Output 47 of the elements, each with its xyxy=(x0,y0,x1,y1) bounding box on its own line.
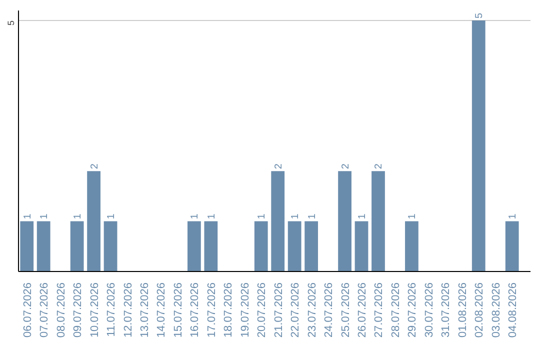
x-tick-label: 17.07.2026 xyxy=(206,282,218,338)
data-label: 2 xyxy=(340,163,352,170)
data-label: 1 xyxy=(106,213,118,220)
x-tick-label: 28.07.2026 xyxy=(390,282,402,338)
x-tick-label: 01.08.2026 xyxy=(456,282,469,338)
data-label: 2 xyxy=(89,163,100,170)
x-tick-label: 08.07.2026 xyxy=(55,282,68,338)
x-tick-label: 26.07.2026 xyxy=(356,282,369,338)
data-label: 1 xyxy=(407,213,418,220)
data-label: 1 xyxy=(256,213,268,220)
x-tick-label: 07.07.2026 xyxy=(38,282,51,338)
x-tick-label: 03.08.2026 xyxy=(490,282,502,338)
data-label: 1 xyxy=(508,213,519,220)
data-label: 1 xyxy=(357,213,368,220)
data-label: 2 xyxy=(374,163,385,170)
data-label: 1 xyxy=(306,213,318,220)
x-tick-label: 24.07.2026 xyxy=(323,282,336,338)
x-tick-label: 10.07.2026 xyxy=(88,282,101,338)
data-label: 5 xyxy=(474,12,486,19)
x-tick-label: 29.07.2026 xyxy=(406,282,419,338)
x-tick-label: 22.07.2026 xyxy=(290,282,302,338)
data-label: 1 xyxy=(22,213,34,220)
x-tick-label: 04.08.2026 xyxy=(507,282,520,338)
data-label: 1 xyxy=(190,213,201,220)
x-tick-label: 19.07.2026 xyxy=(239,282,252,338)
x-tick-label: 09.07.2026 xyxy=(72,282,84,338)
data-label: 1 xyxy=(206,213,218,220)
x-tick-label: 02.08.2026 xyxy=(474,282,486,338)
x-tick-label: 25.07.2026 xyxy=(340,282,352,338)
x-tick-label: 30.07.2026 xyxy=(423,282,436,338)
x-tick-label: 20.07.2026 xyxy=(256,282,268,338)
x-tick-label: 23.07.2026 xyxy=(306,282,318,338)
data-label: 1 xyxy=(39,213,50,220)
data-label: 2 xyxy=(273,163,284,170)
x-tick-label: 12.07.2026 xyxy=(122,282,134,338)
data-label: 1 xyxy=(72,213,84,220)
x-tick-label: 11.07.2026 xyxy=(106,282,118,337)
x-tick-label: 13.07.2026 xyxy=(138,282,151,338)
x-tick-label: 14.07.2026 xyxy=(156,282,168,338)
x-tick-label: 27.07.2026 xyxy=(373,282,386,338)
x-tick-label: 31.07.2026 xyxy=(440,282,452,338)
x-tick-label: 06.07.2026 xyxy=(22,282,34,338)
x-tick-label: 21.07.2026 xyxy=(272,282,285,338)
data-label: 1 xyxy=(290,213,302,220)
x-tick-label: 16.07.2026 xyxy=(189,282,202,338)
x-tick-label: 15.07.2026 xyxy=(172,282,184,338)
x-tick-label: 18.07.2026 xyxy=(222,282,235,338)
